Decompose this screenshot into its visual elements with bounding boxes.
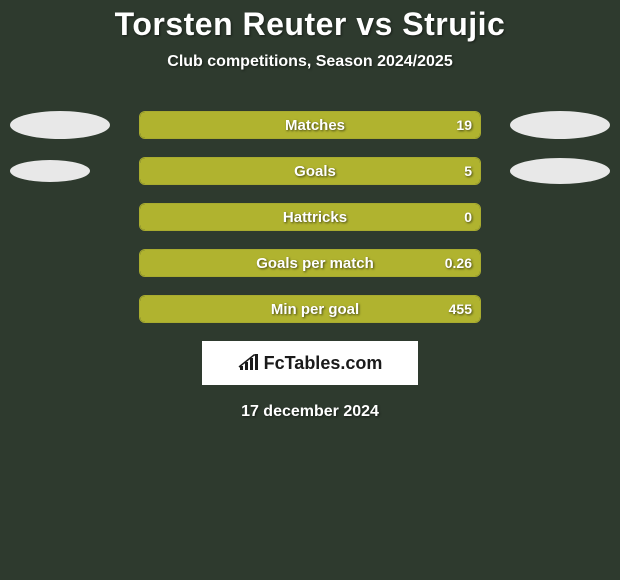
brand-text: FcTables.com <box>264 353 383 374</box>
stat-row: Hattricks 0 <box>0 203 620 231</box>
stat-row: Goals per match 0.26 <box>0 249 620 277</box>
brand-box: FcTables.com <box>202 341 418 385</box>
stats-list: Matches 19 Goals 5 Hattricks 0 <box>0 111 620 323</box>
bar-value: 5 <box>464 158 472 184</box>
stat-row: Min per goal 455 <box>0 295 620 323</box>
avatar <box>10 160 90 182</box>
bar-track: Hattricks 0 <box>139 203 481 231</box>
bar-label: Hattricks <box>140 204 480 230</box>
bar-value: 19 <box>456 112 472 138</box>
stat-row: Goals 5 <box>0 157 620 185</box>
subtitle: Club competitions, Season 2024/2025 <box>0 53 620 71</box>
bar-value: 455 <box>449 296 472 322</box>
bar-value: 0.26 <box>445 250 472 276</box>
page-title: Torsten Reuter vs Strujic <box>0 6 620 43</box>
bar-value: 0 <box>464 204 472 230</box>
bar-track: Goals 5 <box>139 157 481 185</box>
bar-label: Matches <box>140 112 480 138</box>
bar-label: Goals per match <box>140 250 480 276</box>
avatar <box>10 111 110 139</box>
bar-label: Min per goal <box>140 296 480 322</box>
bar-track: Min per goal 455 <box>139 295 481 323</box>
bar-track: Goals per match 0.26 <box>139 249 481 277</box>
date-text: 17 december 2024 <box>0 403 620 421</box>
stat-row: Matches 19 <box>0 111 620 139</box>
avatar <box>510 111 610 139</box>
bar-track: Matches 19 <box>139 111 481 139</box>
bar-label: Goals <box>140 158 480 184</box>
avatar <box>510 158 610 184</box>
chart-icon <box>238 354 260 372</box>
